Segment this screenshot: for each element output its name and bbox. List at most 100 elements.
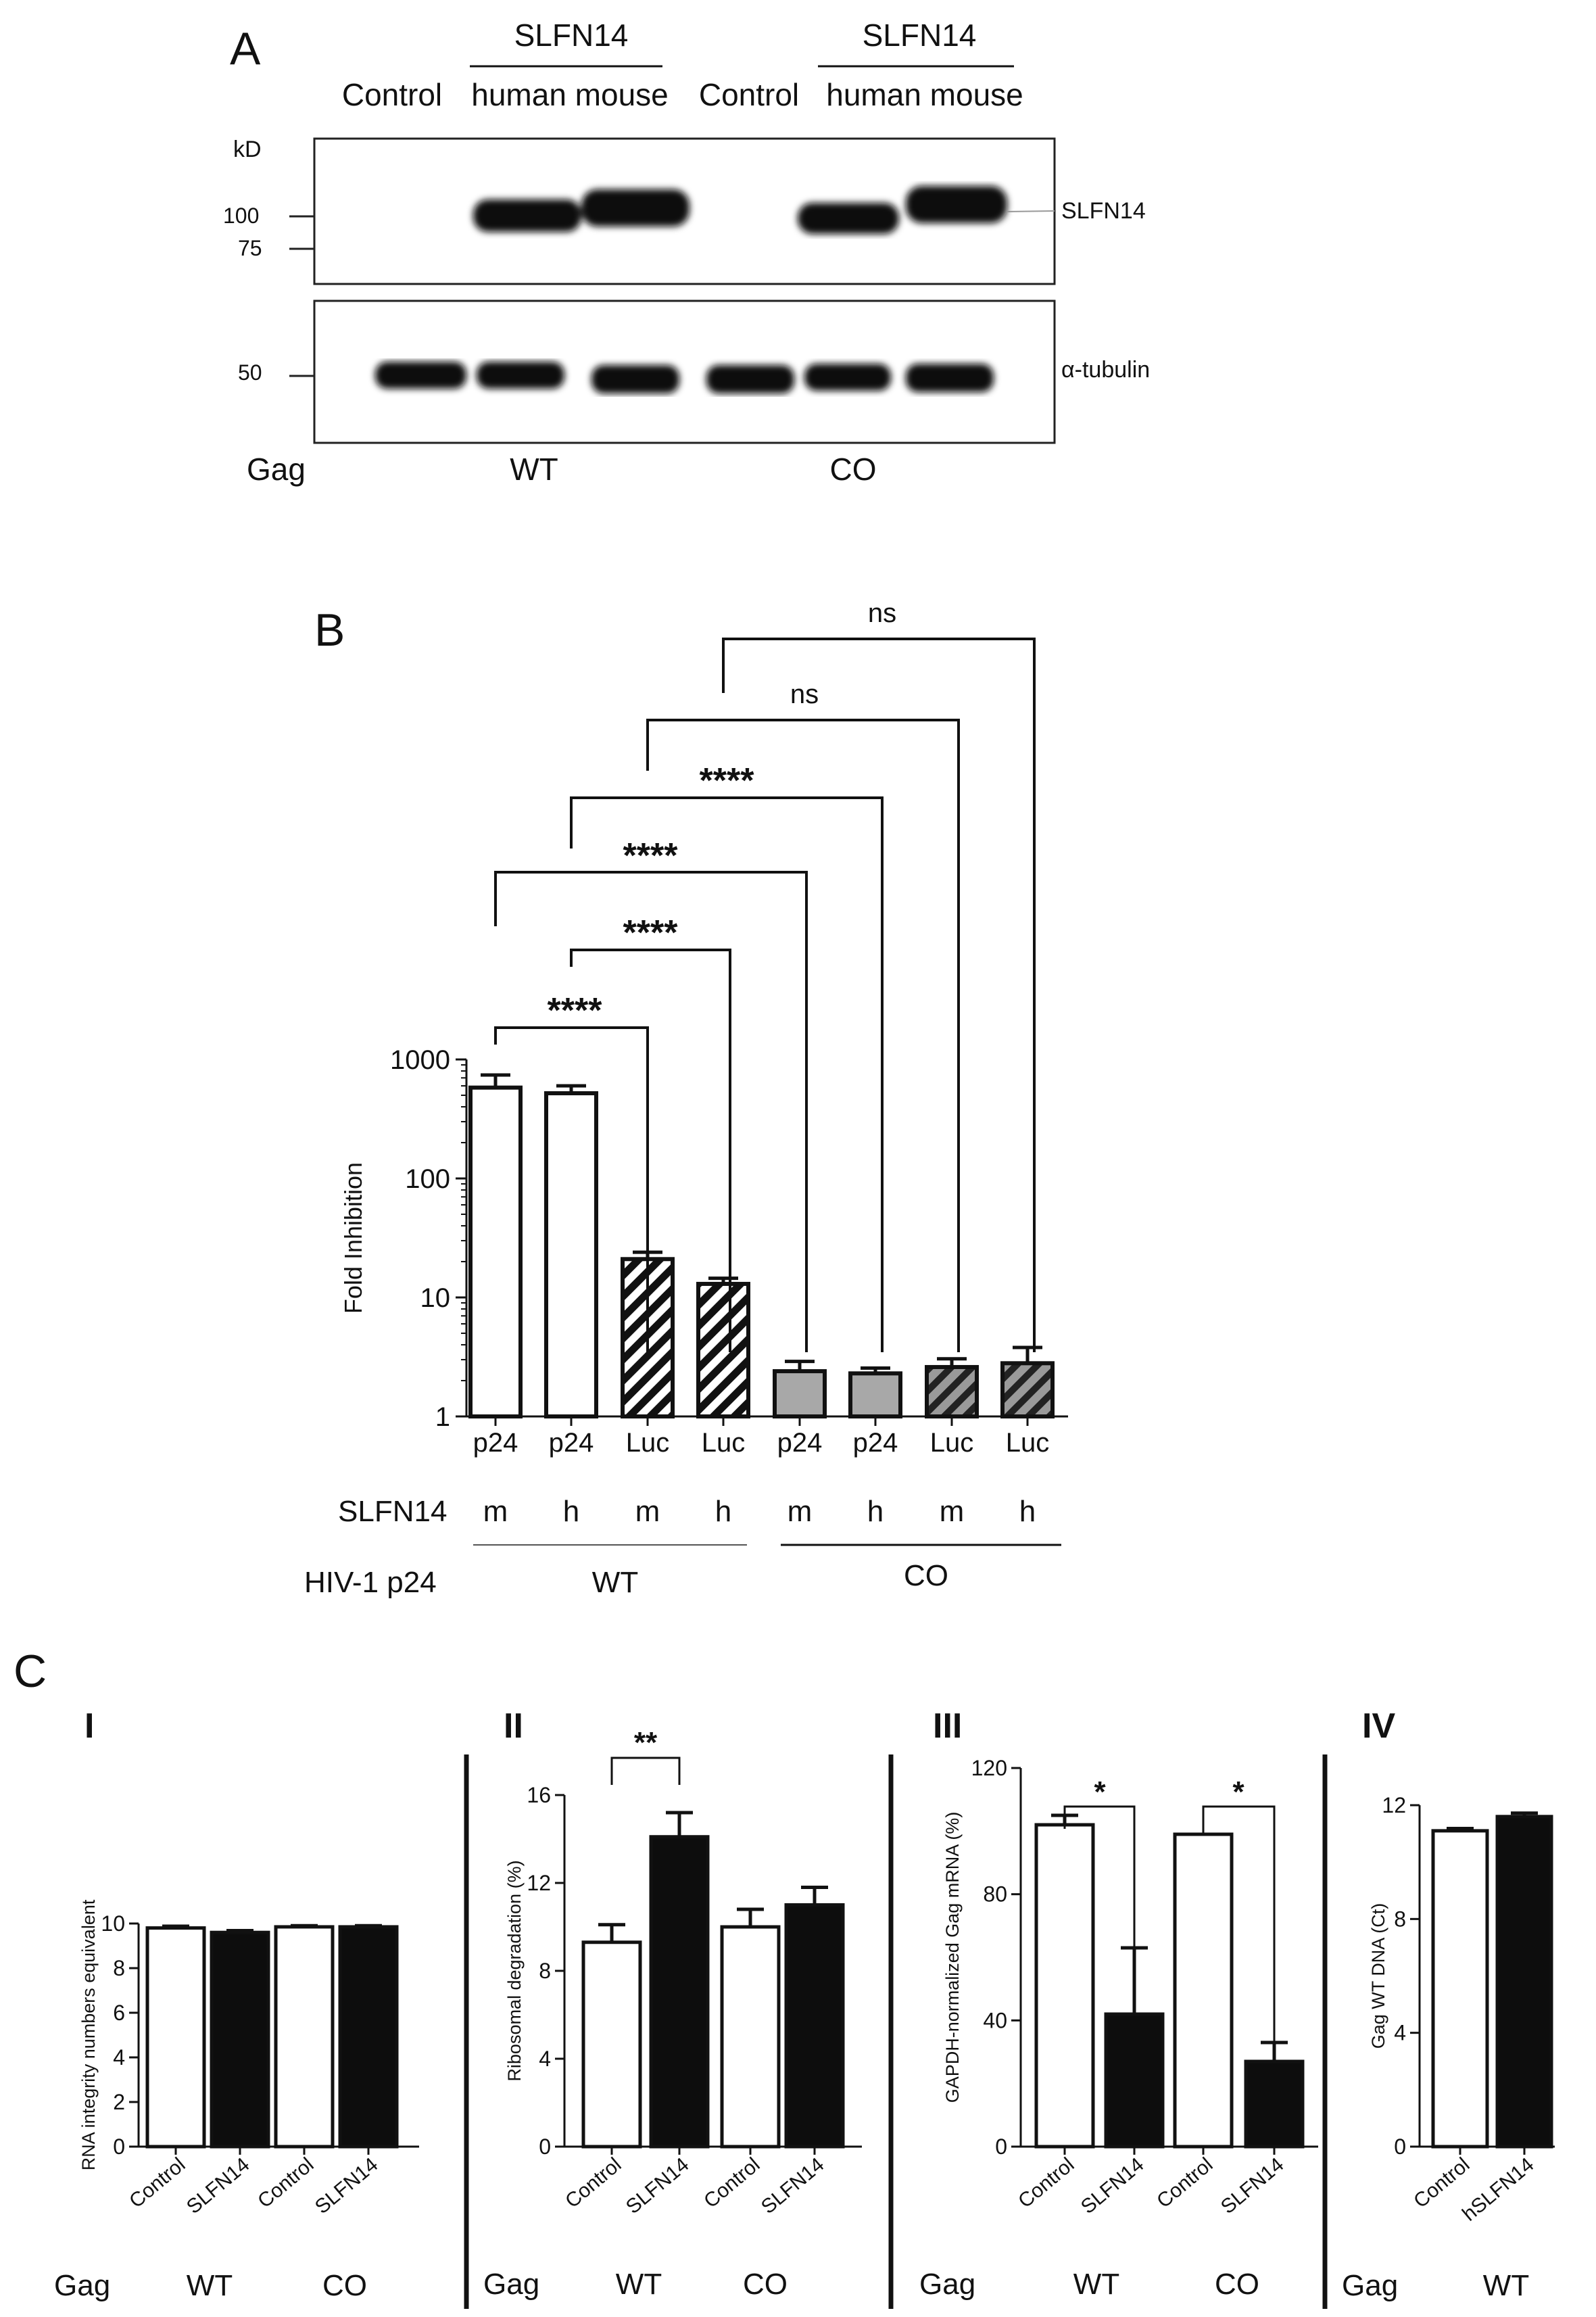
subpanel-label-ii: II	[504, 1706, 523, 1746]
slfn14-species-label: m	[635, 1495, 660, 1528]
slfn14-pointer-line	[1007, 210, 1055, 212]
sig-label-ns-2: ns	[790, 679, 819, 709]
band-slfn14-mouse-wt	[581, 189, 690, 226]
c-y-axis-title: Ribosomal degradation (%)	[504, 1860, 525, 2081]
chart-b: 1 10 100 1000 Fold Inhibition p24 p24 Luc Luc p24…	[339, 1045, 1068, 1458]
group-c-iii-co: CO	[1215, 2268, 1259, 2301]
gag-label-a: Gag	[247, 452, 306, 487]
c-x-tick-label: Control	[561, 2153, 625, 2212]
b-bar-6	[848, 1371, 902, 1419]
tubulin-bands	[375, 362, 994, 393]
band-label-slfn14: SLFN14	[1061, 198, 1146, 224]
b-bar-1	[468, 1085, 523, 1419]
band-slfn14-human-co	[798, 203, 899, 234]
c-x-tick-label: SLFN14	[1077, 2153, 1148, 2218]
sig-label-ns-1: ns	[868, 598, 896, 628]
b-y-tick-label: 1000	[390, 1045, 450, 1075]
c-y-tick-label: 0	[995, 2134, 1007, 2159]
lane-label-control-co: Control	[699, 77, 799, 112]
p24-group-wt: WT	[592, 1566, 638, 1599]
subpanel-label-iii: III	[933, 1706, 962, 1746]
c-bar-3	[274, 1925, 335, 2149]
b-x-tick-label: Luc	[930, 1428, 974, 1458]
c-bar-2	[649, 1835, 710, 2149]
c-y-tick-label: 120	[971, 1756, 1007, 1780]
c-y-axis-title: GAPDH-normalized Gag mRNA (%)	[942, 1812, 963, 2103]
c-y-tick-label: 10	[101, 1911, 125, 1936]
c-y-tick-label: 12	[527, 1871, 551, 1895]
group-c-iv-wt: WT	[1483, 2269, 1529, 2302]
slfn14-group-label-co: SLFN14	[863, 18, 977, 53]
slfn14-species-label: m	[788, 1495, 813, 1528]
panel-b-letter: B	[314, 604, 345, 656]
slfn14-species-label: h	[1019, 1495, 1036, 1528]
b-x-tick-label: p24	[549, 1428, 594, 1458]
c-x-tick-label: Control	[700, 2153, 764, 2212]
b-bar-8	[1000, 1361, 1055, 1418]
band-tubulin-3	[591, 365, 679, 393]
c-y-tick-label: 40	[983, 2008, 1007, 2032]
significance-brackets	[494, 638, 1036, 1352]
sig-label-star-3: ****	[623, 913, 679, 953]
band-slfn14-mouse-co	[906, 186, 1007, 223]
c-x-tick-label: hSLFN14	[1458, 2153, 1538, 2226]
panel-c-letter: C	[14, 1646, 47, 1697]
c-x-tick-label: SLFN14	[183, 2153, 254, 2218]
b-bar-5	[773, 1369, 827, 1418]
c-bar-2	[1104, 2012, 1165, 2149]
b-bar-4	[696, 1281, 750, 1418]
c-y-tick-label: 8	[539, 1959, 551, 1983]
c-y-tick-label: 0	[1394, 2134, 1406, 2159]
c-y-tick-label: 4	[539, 2047, 551, 2071]
sig-label-star-1: ****	[700, 761, 755, 801]
c-y-tick-label: 2	[113, 2090, 125, 2114]
c-bar-1	[145, 1926, 206, 2149]
bracket-ns-1	[722, 638, 1036, 1352]
panel-a: A SLFN14 SLFN14 Control human mouse Cont…	[223, 18, 1150, 487]
b-y-tick-label: 100	[405, 1164, 450, 1194]
b-bar-7	[925, 1364, 979, 1419]
slfn14-species-label: h	[715, 1495, 731, 1528]
c-bar-4	[338, 1925, 399, 2149]
b-x-tick-label: Luc	[626, 1428, 670, 1458]
c-bar-4	[1244, 2059, 1305, 2149]
bracket-ns-2	[646, 719, 960, 1352]
b-x-tick-label: p24	[777, 1428, 823, 1458]
marker-50: 50	[238, 360, 262, 385]
group-c-ii-wt: WT	[616, 2268, 662, 2301]
c-y-tick-label: 8	[1394, 1907, 1406, 1931]
lane-label-control-wt: Control	[342, 77, 442, 112]
chart-c-iii: 0 40 80 120 GAPDH-normalized Gag mRNA (%) Con…	[942, 1756, 1318, 2218]
c-x-tick-label: SLFN14	[622, 2153, 694, 2218]
c-bar-2	[210, 1930, 270, 2149]
gag-value-co: CO	[830, 452, 877, 487]
c-y-tick-label: 6	[113, 2001, 125, 2025]
sig-c-ii: **	[634, 1726, 658, 1759]
bracket-c-ii	[610, 1757, 681, 1785]
row-label-slfn14: SLFN14	[338, 1495, 447, 1528]
c-y-tick-label: 80	[983, 1882, 1007, 1907]
c-y-tick-label: 0	[113, 2134, 125, 2159]
c-bar-2	[1495, 1815, 1553, 2149]
b-x-tick-label: p24	[853, 1428, 898, 1458]
c-x-tick-label: SLFN14	[311, 2153, 383, 2218]
slfn14-species-label: h	[867, 1495, 884, 1528]
sig-label-star-4: ****	[548, 991, 603, 1030]
slfn14-species-label: m	[940, 1495, 965, 1528]
row-label-p24: HIV-1 p24	[304, 1566, 437, 1599]
c-y-tick-label: 4	[1394, 2021, 1406, 2045]
band-tubulin-1	[375, 362, 466, 389]
band-tubulin-6	[906, 364, 994, 392]
b-y-tick-label: 1	[435, 1402, 450, 1432]
sig-label-star-2: ****	[623, 836, 679, 876]
band-tubulin-2	[477, 362, 564, 389]
band-tubulin-4	[706, 365, 794, 393]
c-bar-4	[784, 1903, 845, 2149]
marker-75: 75	[238, 236, 262, 260]
gag-label-c-ii: Gag	[483, 2268, 539, 2301]
bracket-star-3	[570, 949, 731, 1352]
